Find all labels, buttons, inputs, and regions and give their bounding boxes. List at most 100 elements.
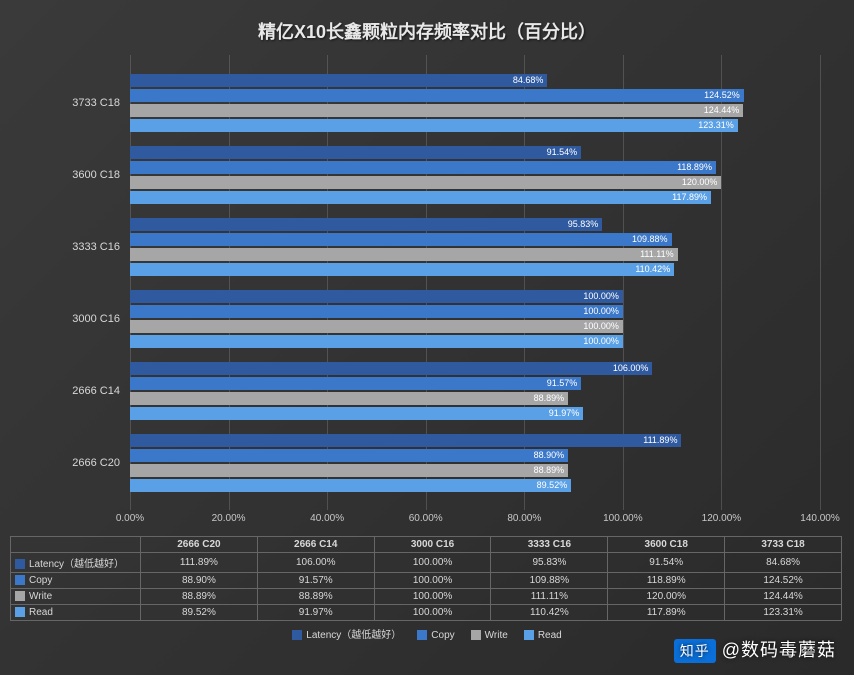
bar-value-label: 100.00% <box>583 291 619 301</box>
table-cell: 91.54% <box>608 553 725 573</box>
legend-swatch <box>292 630 302 640</box>
table-cell: 100.00% <box>374 553 491 573</box>
legend-label: Read <box>538 630 562 641</box>
bar-value-label: 88.89% <box>534 393 565 403</box>
series-swatch <box>15 559 25 569</box>
bar-value-label: 117.89% <box>672 192 707 202</box>
table-row-header: Latency（越低越好） <box>11 553 141 573</box>
bar-value-label: 106.00% <box>613 363 649 373</box>
table-row-header: Read <box>11 605 141 621</box>
table-cell: 111.11% <box>491 589 608 605</box>
table-row: Read89.52%91.97%100.00%110.42%117.89%123… <box>11 605 842 621</box>
table-cell: 91.57% <box>257 573 374 589</box>
legend-swatch <box>417 630 427 640</box>
bar <box>130 119 738 132</box>
table-col-header: 3600 C18 <box>608 537 725 553</box>
series-swatch <box>15 607 25 617</box>
y-category-label: 2666 C14 <box>10 385 120 397</box>
watermark-text: @数码毒蘑菇 <box>722 640 836 660</box>
chart-title: 精亿X10长鑫颗粒内存频率对比（百分比） <box>0 0 854 44</box>
bar-value-label: 118.89% <box>677 162 712 172</box>
legend-item: Write <box>471 630 508 641</box>
bar <box>130 449 568 462</box>
bar <box>130 263 674 276</box>
table-cell: 100.00% <box>374 589 491 605</box>
bar <box>130 362 652 375</box>
table-cell: 100.00% <box>374 573 491 589</box>
table-cell: 124.44% <box>725 589 842 605</box>
bar-value-label: 100.00% <box>583 321 619 331</box>
x-tick-label: 20.00% <box>212 513 246 524</box>
bar-value-label: 109.88% <box>632 234 668 244</box>
table-row-header: Copy <box>11 573 141 589</box>
table-cell: 124.52% <box>725 573 842 589</box>
bar <box>130 320 623 333</box>
legend-label: Latency（越低越好） <box>306 630 401 641</box>
bar <box>130 146 581 159</box>
watermark-logo: 知乎 <box>674 639 716 663</box>
table-col-header: 3333 C16 <box>491 537 608 553</box>
bar-value-label: 89.52% <box>537 480 568 490</box>
bar-value-label: 95.83% <box>568 219 599 229</box>
bar <box>130 377 581 390</box>
bar <box>130 479 571 492</box>
series-swatch <box>15 575 25 585</box>
table-cell: 120.00% <box>608 589 725 605</box>
bar <box>130 161 716 174</box>
table-corner <box>11 537 141 553</box>
y-category-label: 2666 C20 <box>10 457 120 469</box>
x-tick-label: 0.00% <box>116 513 144 524</box>
table-row: Copy88.90%91.57%100.00%109.88%118.89%124… <box>11 573 842 589</box>
table-cell: 117.89% <box>608 605 725 621</box>
bar <box>130 305 623 318</box>
x-tick-label: 60.00% <box>409 513 443 524</box>
table-cell: 110.42% <box>491 605 608 621</box>
table-col-header: 2666 C14 <box>257 537 374 553</box>
series-swatch <box>15 591 25 601</box>
table-row: Latency（越低越好）111.89%106.00%100.00%95.83%… <box>11 553 842 573</box>
bar <box>130 89 744 102</box>
table-col-header: 3733 C18 <box>725 537 842 553</box>
bar <box>130 407 583 420</box>
bar <box>130 335 623 348</box>
chart-container: 精亿X10长鑫颗粒内存频率对比（百分比） 0.00%20.00%40.00%60… <box>0 0 854 675</box>
bar-value-label: 124.44% <box>704 105 740 115</box>
x-tick-label: 80.00% <box>507 513 541 524</box>
table-cell: 88.90% <box>141 573 258 589</box>
bar <box>130 290 623 303</box>
bar <box>130 464 568 477</box>
bar-value-label: 111.89% <box>643 435 677 445</box>
bar-value-label: 88.90% <box>534 450 565 460</box>
table-cell: 89.52% <box>141 605 258 621</box>
legend-swatch <box>524 630 534 640</box>
bar <box>130 248 678 261</box>
x-tick-label: 120.00% <box>702 513 741 524</box>
legend-item: Copy <box>417 630 454 641</box>
legend-label: Copy <box>431 630 454 641</box>
y-category-label: 3733 C18 <box>10 97 120 109</box>
bar-value-label: 84.68% <box>513 75 544 85</box>
bar-value-label: 88.89% <box>534 465 565 475</box>
bar-value-label: 120.00% <box>682 177 718 187</box>
table-cell: 109.88% <box>491 573 608 589</box>
bar-value-label: 91.57% <box>547 378 578 388</box>
bar <box>130 434 681 447</box>
bar <box>130 392 568 405</box>
table-cell: 88.89% <box>141 589 258 605</box>
table-cell: 84.68% <box>725 553 842 573</box>
table-cell: 100.00% <box>374 605 491 621</box>
bar-value-label: 91.54% <box>547 147 578 157</box>
x-tick-label: 40.00% <box>310 513 344 524</box>
bar-value-label: 91.97% <box>549 408 580 418</box>
bar-value-label: 123.31% <box>698 120 734 130</box>
table-col-header: 3000 C16 <box>374 537 491 553</box>
legend-swatch <box>471 630 481 640</box>
table-cell: 111.89% <box>141 553 258 573</box>
bar-value-label: 100.00% <box>583 306 619 316</box>
x-tick-label: 100.00% <box>603 513 642 524</box>
y-category-label: 3000 C16 <box>10 313 120 325</box>
x-tick-label: 140.00% <box>800 513 839 524</box>
table-cell: 106.00% <box>257 553 374 573</box>
plot-area: 0.00%20.00%40.00%60.00%80.00%100.00%120.… <box>130 55 820 510</box>
y-category-label: 3600 C18 <box>10 169 120 181</box>
